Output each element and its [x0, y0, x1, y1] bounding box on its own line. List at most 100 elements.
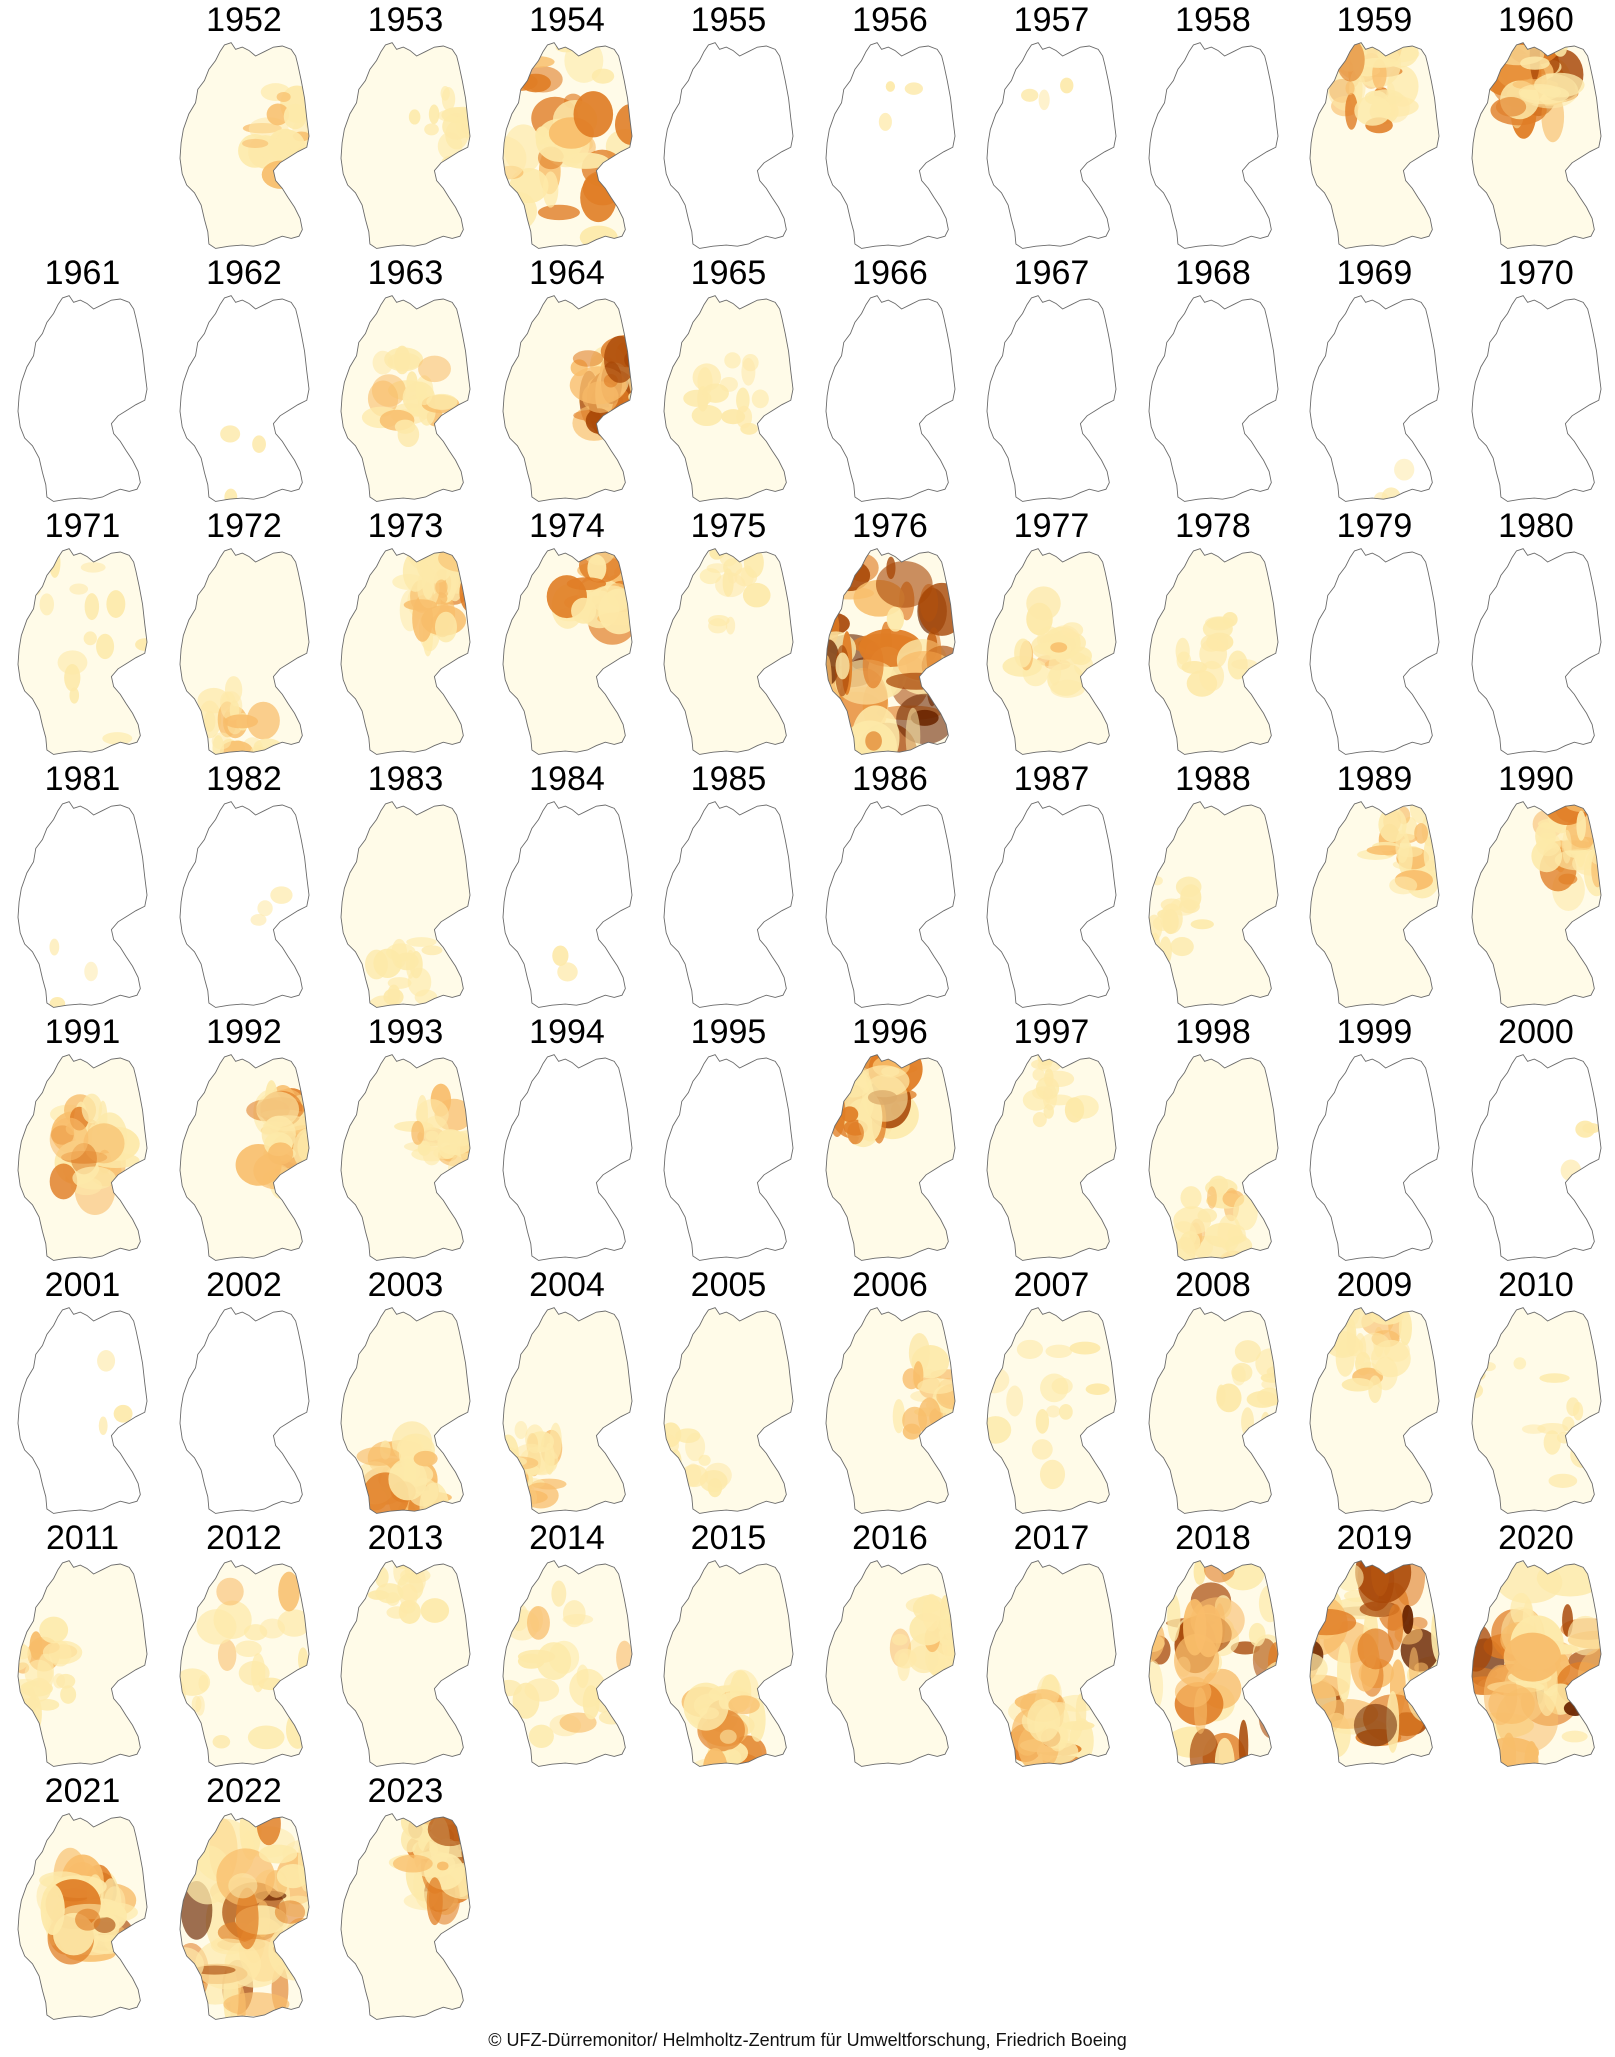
- map-background: [17, 548, 148, 755]
- year-label: 1958: [1175, 1, 1251, 39]
- drought-pattern: [1530, 801, 1601, 912]
- country-outline: [825, 801, 955, 1008]
- germany-drought-map: [663, 548, 794, 755]
- drought-patch: [675, 1428, 701, 1444]
- drought-patch: [502, 191, 537, 231]
- drought-pattern: [250, 886, 293, 926]
- drought-patch: [1216, 634, 1228, 653]
- country-outline: [1471, 1307, 1601, 1514]
- map-background: [825, 295, 955, 502]
- drought-patch: [299, 1168, 309, 1183]
- drought-patch: [97, 1350, 116, 1372]
- drought-patch: [1043, 1070, 1075, 1088]
- drought-patch: [17, 583, 41, 598]
- country-outline: [1309, 801, 1440, 1008]
- germany-drought-map: [1471, 42, 1601, 249]
- country-outline: [825, 1307, 955, 1514]
- year-label: 2005: [690, 1266, 767, 1304]
- drought-patch: [455, 109, 471, 138]
- map-background: [340, 42, 471, 249]
- germany-drought-map: [1309, 1560, 1440, 1767]
- drought-patch: [522, 1482, 559, 1509]
- drought-patch: [406, 937, 437, 947]
- country-outline: [1309, 1307, 1440, 1514]
- germany-drought-map: [1309, 548, 1440, 755]
- country-outline: [340, 42, 471, 249]
- drought-patch: [219, 425, 240, 443]
- country-outline: [502, 295, 632, 502]
- drought-patch: [60, 1685, 77, 1704]
- year-label: 1966: [852, 254, 928, 292]
- year-panel: 2008: [1133, 1265, 1294, 1518]
- year-panel: 1974: [487, 506, 648, 759]
- drought-patch: [72, 1166, 116, 1190]
- drought-patch: [39, 593, 55, 616]
- year-label: 1992: [206, 1013, 282, 1051]
- drought-patch: [1561, 1416, 1574, 1432]
- drought-patch: [84, 961, 98, 982]
- drought-pattern: [97, 1350, 133, 1436]
- germany-drought-map: [825, 295, 955, 502]
- drought-patch: [75, 1908, 101, 1931]
- drought-patch: [886, 606, 904, 632]
- year-label: 1974: [529, 507, 605, 545]
- drought-patch: [418, 355, 451, 383]
- drought-patch: [1179, 884, 1201, 911]
- drought-patch: [1588, 841, 1601, 865]
- drought-patch: [1039, 1459, 1066, 1490]
- country-outline: [340, 295, 471, 502]
- drought-patch: [438, 548, 471, 573]
- drought-pattern: [825, 1054, 923, 1148]
- credit-line: © UFZ-Dürremonitor/ Helmholtz-Zentrum fü…: [488, 2030, 1127, 2050]
- drought-patch: [1345, 1337, 1364, 1357]
- drought-patch: [1360, 57, 1400, 68]
- drought-patch: [751, 389, 769, 409]
- drought-patch: [1521, 1424, 1546, 1434]
- country-outline: [17, 295, 148, 502]
- drought-patch: [292, 1672, 309, 1685]
- map-background: [502, 801, 632, 1008]
- germany-drought-map: [17, 1813, 148, 2020]
- germany-drought-map: [1471, 801, 1601, 1008]
- drought-patch: [57, 650, 88, 675]
- drought-patch: [428, 104, 440, 125]
- drought-patch: [215, 1577, 244, 1606]
- germany-drought-map: [1148, 1054, 1278, 1261]
- germany-drought-map: [340, 1560, 471, 1767]
- year-panel: 1984: [487, 759, 648, 1012]
- drought-patch: [1085, 1383, 1110, 1395]
- drought-patch: [526, 1605, 550, 1640]
- drought-patch: [1370, 1339, 1411, 1378]
- drought-patch: [581, 548, 616, 566]
- country-outline: [1148, 1307, 1278, 1514]
- drought-patch: [49, 1117, 89, 1161]
- drought-patch: [549, 1422, 562, 1459]
- drought-patch: [1337, 1641, 1351, 1703]
- drought-patch: [1032, 1111, 1047, 1128]
- drought-patch: [42, 1640, 83, 1665]
- year-panel: 2018: [1133, 1518, 1294, 1771]
- year-label: 2011: [45, 1519, 120, 1557]
- country-outline: [1309, 42, 1440, 249]
- year-label: 1982: [206, 760, 282, 798]
- drought-patch: [502, 1456, 527, 1467]
- year-panel: 1975: [648, 506, 809, 759]
- country-outline: [1471, 1560, 1601, 1767]
- year-label: 1973: [367, 507, 444, 545]
- country-outline: [502, 42, 632, 249]
- germany-drought-map: [340, 42, 471, 249]
- drought-patch: [356, 1446, 402, 1466]
- country-outline: [986, 295, 1117, 502]
- drought-patch: [846, 1121, 864, 1145]
- drought-patch: [1174, 1676, 1211, 1708]
- drought-patch: [742, 353, 759, 372]
- drought-patch: [542, 171, 558, 208]
- drought-patch: [386, 943, 416, 962]
- drought-patch: [384, 347, 424, 372]
- germany-drought-map: [340, 295, 471, 502]
- germany-drought-map: [1148, 295, 1278, 502]
- drought-patch: [573, 91, 613, 138]
- drought-patch: [427, 1813, 471, 1847]
- year-label: 2002: [206, 1266, 282, 1304]
- drought-patch: [534, 126, 549, 145]
